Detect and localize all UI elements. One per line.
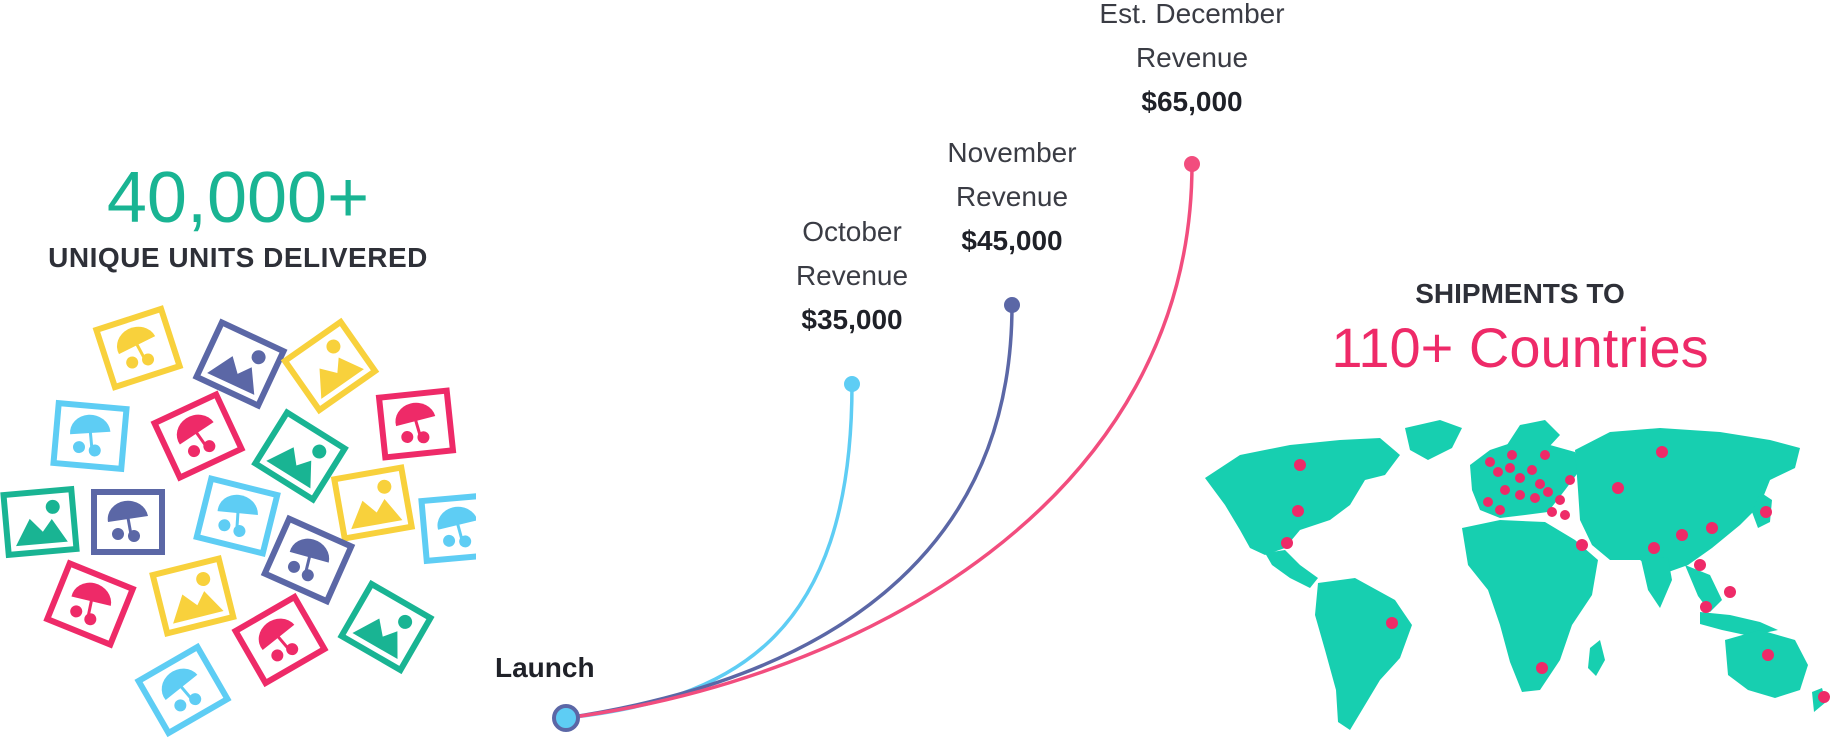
units-delivered-label: UNIQUE UNITS DELIVERED bbox=[48, 242, 428, 273]
landscape-photo-icon bbox=[251, 408, 349, 504]
milestone-october-month: October bbox=[802, 216, 902, 247]
december-line bbox=[565, 163, 1194, 720]
milestone-december-month: Est. December bbox=[1099, 0, 1285, 29]
launch-label: Launch bbox=[495, 652, 595, 683]
shipments-label: SHIPMENTS TO bbox=[1415, 278, 1625, 309]
november-dot bbox=[1004, 297, 1020, 313]
milestone-november-amount: $45,000 bbox=[961, 225, 1063, 256]
landscape-photo-icon bbox=[149, 555, 237, 637]
october-dot bbox=[844, 376, 860, 392]
units-delivered-value: 40,000+ bbox=[106, 158, 370, 238]
landscape-photo-icon bbox=[192, 318, 288, 410]
december-dot bbox=[1184, 156, 1200, 172]
milestone-november-caption: Revenue bbox=[955, 181, 1069, 212]
milestone-december: Est. December Revenue $65,000 bbox=[1072, 0, 1312, 124]
milestone-october: October Revenue $35,000 bbox=[762, 210, 942, 342]
milestone-november-month: November bbox=[947, 137, 1077, 168]
beach-umbrella-photo-icon bbox=[91, 489, 165, 555]
milestone-october-amount: $35,000 bbox=[801, 304, 903, 335]
beach-umbrella-photo-icon bbox=[134, 642, 232, 738]
landscape-photo-icon bbox=[0, 485, 80, 559]
photo-tiles-cluster bbox=[0, 305, 476, 738]
beach-umbrella-photo-icon bbox=[260, 514, 356, 606]
landscape-photo-icon bbox=[337, 579, 435, 675]
milestone-october-caption: Revenue bbox=[795, 260, 909, 291]
launch-point bbox=[552, 704, 580, 732]
beach-umbrella-photo-icon bbox=[43, 559, 137, 649]
beach-umbrella-photo-icon bbox=[418, 491, 476, 565]
landscape-photo-icon bbox=[330, 464, 416, 542]
beach-umbrella-photo-icon bbox=[50, 399, 130, 473]
beach-umbrella-photo-icon bbox=[193, 475, 281, 557]
countries-value: 110+ Countries bbox=[1331, 316, 1709, 379]
milestone-december-caption: Revenue bbox=[1135, 42, 1249, 73]
milestone-december-amount: $65,000 bbox=[1141, 86, 1243, 117]
beach-umbrella-photo-icon bbox=[375, 387, 457, 461]
milestone-november: November Revenue $45,000 bbox=[912, 131, 1112, 263]
landscape-photo-icon bbox=[280, 317, 380, 415]
november-line bbox=[565, 304, 1014, 720]
beach-umbrella-photo-icon bbox=[150, 390, 246, 482]
beach-umbrella-photo-icon bbox=[231, 592, 329, 688]
beach-umbrella-photo-icon bbox=[92, 305, 184, 391]
